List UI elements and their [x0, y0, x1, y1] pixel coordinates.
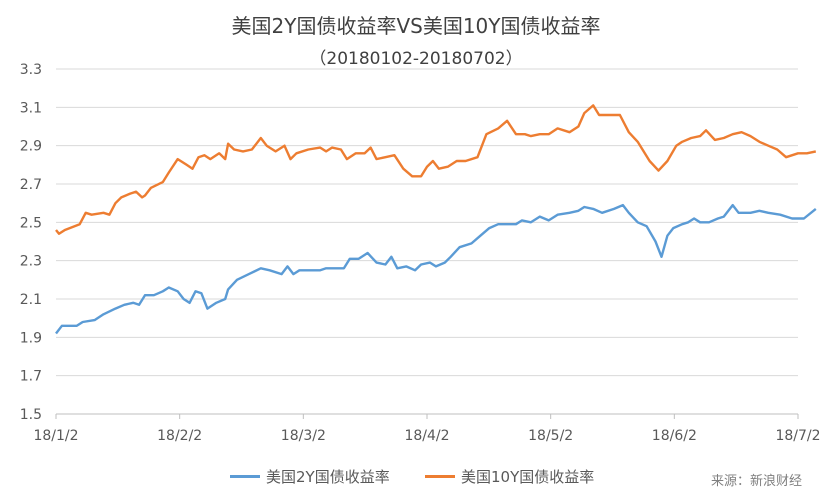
- y-tick-label: 1.7: [20, 369, 42, 385]
- x-tick-label: 18/6/2: [652, 428, 697, 444]
- y-tick-label: 3.1: [20, 100, 42, 116]
- legend-item-2y: 美国2Y国债收益率: [230, 466, 390, 487]
- x-tick-label: 18/7/2: [775, 428, 820, 444]
- chart-subtitle: （20180102-20180702）: [309, 49, 523, 69]
- y-tick-label: 2.5: [20, 215, 42, 231]
- y-tick-label: 1.9: [20, 330, 42, 346]
- source-note: 来源：新浪财经: [710, 474, 802, 489]
- x-tick-label: 18/2/2: [157, 428, 202, 444]
- series-line-10y: [55, 104, 817, 235]
- legend-label-2y: 美国2Y国债收益率: [266, 468, 390, 486]
- y-tick-label: 1.5: [20, 407, 42, 423]
- x-tick-label: 18/4/2: [404, 428, 449, 444]
- x-tick-label: 18/3/2: [281, 428, 326, 444]
- y-tick-label: 2.9: [20, 139, 42, 155]
- series-line-2y: [55, 203, 817, 335]
- y-tick-label: 2.3: [20, 254, 42, 270]
- y-tick-label: 2.7: [20, 177, 42, 193]
- legend-item-10y: 美国10Y国债收益率: [425, 466, 594, 487]
- y-tick-label: 3.3: [20, 62, 42, 78]
- x-tick-label: 18/1/2: [33, 428, 78, 444]
- chart-title: 美国2Y国债收益率VS美国10Y国债收益率: [231, 14, 601, 38]
- legend-swatch-2y: [230, 475, 260, 478]
- x-tick-label: 18/5/2: [528, 428, 573, 444]
- legend-label-10y: 美国10Y国债收益率: [461, 468, 595, 486]
- y-tick-label: 2.1: [20, 292, 42, 308]
- legend-swatch-10y: [425, 475, 455, 478]
